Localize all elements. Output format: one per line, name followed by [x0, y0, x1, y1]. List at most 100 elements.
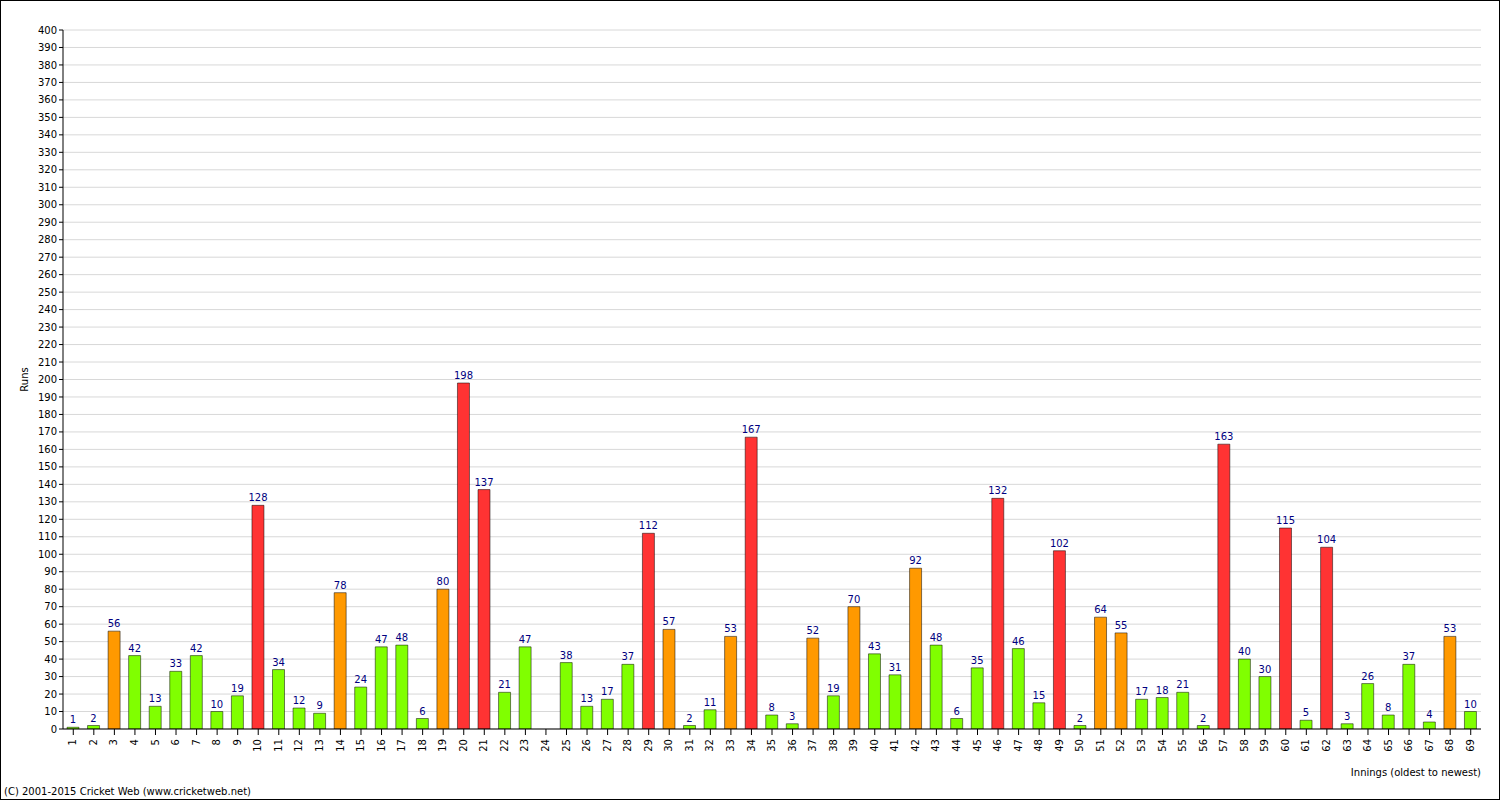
svg-text:150: 150 [38, 461, 57, 472]
svg-text:220: 220 [38, 339, 57, 350]
svg-text:80: 80 [437, 576, 450, 587]
svg-text:4: 4 [129, 739, 140, 745]
svg-text:63: 63 [1342, 739, 1353, 752]
svg-text:33: 33 [725, 739, 736, 752]
svg-text:25: 25 [561, 739, 572, 752]
svg-text:12: 12 [293, 695, 306, 706]
svg-text:2: 2 [686, 713, 692, 724]
svg-text:2: 2 [88, 739, 99, 745]
svg-text:160: 160 [38, 444, 57, 455]
svg-text:27: 27 [602, 739, 613, 752]
svg-text:38: 38 [828, 739, 839, 752]
svg-text:0: 0 [51, 724, 57, 735]
svg-text:35: 35 [971, 655, 984, 666]
svg-text:6: 6 [419, 706, 425, 717]
svg-text:47: 47 [519, 634, 532, 645]
svg-text:190: 190 [38, 392, 57, 403]
svg-text:53: 53 [1444, 623, 1457, 634]
svg-text:24: 24 [540, 739, 551, 752]
svg-text:320: 320 [38, 164, 57, 175]
svg-text:61: 61 [1300, 739, 1311, 752]
svg-text:51: 51 [1095, 739, 1106, 752]
svg-text:350: 350 [38, 112, 57, 123]
svg-text:132: 132 [988, 485, 1007, 496]
svg-text:1: 1 [70, 714, 76, 725]
svg-text:42: 42 [910, 739, 921, 752]
svg-text:13: 13 [580, 693, 593, 704]
svg-text:53: 53 [1136, 739, 1147, 752]
svg-text:47: 47 [375, 634, 388, 645]
svg-text:18: 18 [417, 739, 428, 752]
svg-text:140: 140 [38, 479, 57, 490]
svg-text:26: 26 [581, 739, 592, 752]
svg-text:10: 10 [1464, 699, 1477, 710]
svg-text:5: 5 [150, 739, 161, 745]
svg-text:104: 104 [1317, 534, 1336, 545]
svg-text:120: 120 [38, 514, 57, 525]
svg-text:210: 210 [38, 357, 57, 368]
svg-text:21: 21 [1176, 679, 1189, 690]
svg-text:370: 370 [38, 77, 57, 88]
svg-text:58: 58 [1239, 739, 1250, 752]
svg-text:56: 56 [1198, 739, 1209, 752]
svg-text:2: 2 [1200, 713, 1206, 724]
svg-text:64: 64 [1362, 739, 1373, 752]
svg-text:30: 30 [663, 739, 674, 752]
svg-text:52: 52 [1115, 739, 1126, 752]
svg-text:198: 198 [454, 370, 473, 381]
svg-text:59: 59 [1259, 739, 1270, 752]
svg-text:35: 35 [766, 739, 777, 752]
svg-text:53: 53 [724, 623, 737, 634]
svg-text:8: 8 [769, 702, 775, 713]
svg-text:48: 48 [1033, 739, 1044, 752]
svg-text:19: 19 [827, 683, 840, 694]
svg-text:49: 49 [1054, 739, 1065, 752]
svg-text:2: 2 [90, 713, 96, 724]
svg-text:55: 55 [1177, 739, 1188, 752]
svg-text:130: 130 [38, 496, 57, 507]
svg-text:26: 26 [1361, 671, 1374, 682]
svg-text:17: 17 [396, 739, 407, 752]
svg-text:17: 17 [1135, 686, 1148, 697]
svg-text:67: 67 [1424, 739, 1435, 752]
svg-text:80: 80 [44, 584, 57, 595]
svg-text:110: 110 [38, 531, 57, 542]
svg-text:10: 10 [252, 739, 263, 752]
svg-text:115: 115 [1276, 515, 1295, 526]
svg-text:46: 46 [992, 739, 1003, 752]
svg-text:31: 31 [889, 662, 902, 673]
svg-text:340: 340 [38, 129, 57, 140]
svg-text:7: 7 [191, 739, 202, 745]
svg-text:62: 62 [1321, 739, 1332, 752]
svg-text:200: 200 [38, 374, 57, 385]
svg-text:167: 167 [742, 424, 761, 435]
svg-text:69: 69 [1465, 739, 1476, 752]
svg-text:300: 300 [38, 199, 57, 210]
svg-text:128: 128 [248, 492, 267, 503]
svg-text:24: 24 [354, 674, 367, 685]
svg-text:47: 47 [1013, 739, 1024, 752]
svg-text:30: 30 [44, 671, 57, 682]
svg-text:42: 42 [128, 643, 141, 654]
svg-text:170: 170 [38, 426, 57, 437]
svg-text:16: 16 [376, 739, 387, 752]
svg-text:270: 270 [38, 252, 57, 263]
svg-text:39: 39 [848, 739, 859, 752]
svg-text:12: 12 [293, 739, 304, 752]
svg-text:250: 250 [38, 287, 57, 298]
svg-text:4: 4 [1426, 709, 1432, 720]
svg-text:60: 60 [1280, 739, 1291, 752]
svg-text:37: 37 [807, 739, 818, 752]
svg-text:70: 70 [848, 594, 861, 605]
svg-text:5: 5 [1303, 707, 1309, 718]
svg-text:112: 112 [639, 520, 658, 531]
svg-text:32: 32 [704, 739, 715, 752]
svg-text:3: 3 [108, 739, 119, 745]
svg-text:57: 57 [663, 616, 676, 627]
svg-text:17: 17 [601, 686, 614, 697]
svg-text:64: 64 [1094, 604, 1107, 615]
svg-text:9: 9 [232, 739, 243, 745]
svg-text:19: 19 [231, 683, 244, 694]
svg-text:46: 46 [1012, 636, 1025, 647]
svg-text:54: 54 [1157, 739, 1168, 752]
